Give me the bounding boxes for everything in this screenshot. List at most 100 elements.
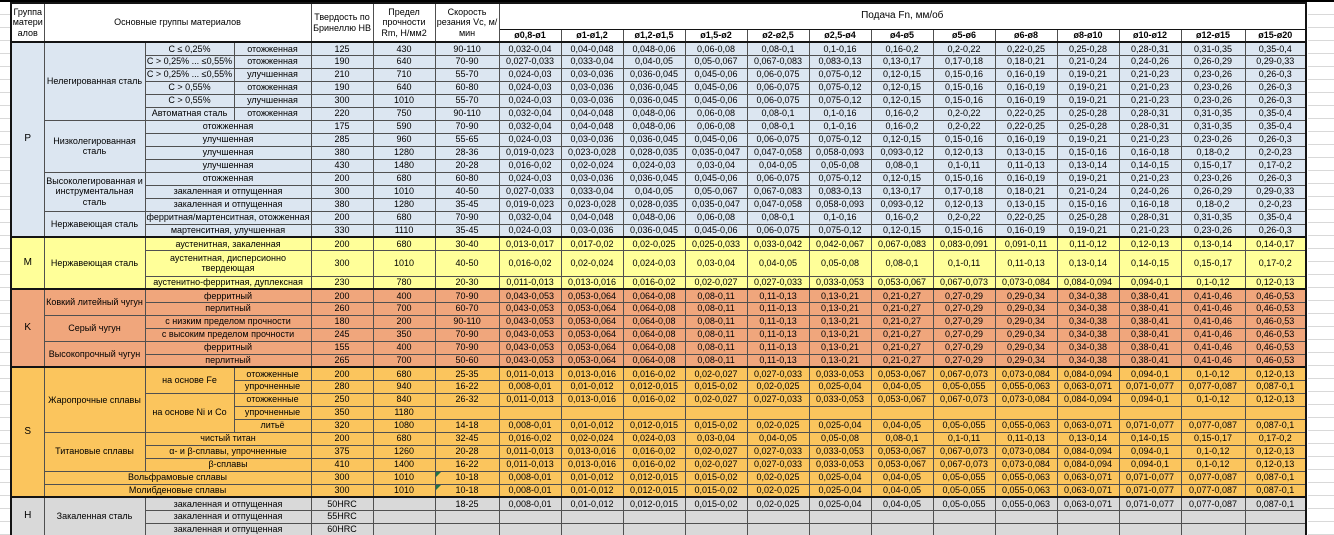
strength-cell[interactable]: 1010 — [372, 249, 436, 277]
feed-cell[interactable] — [932, 405, 996, 420]
feed-cell[interactable] — [1244, 405, 1307, 420]
feed-cell[interactable]: 0,03-0,036 — [560, 171, 624, 186]
feed-cell[interactable]: 0,015-0,02 — [684, 483, 748, 498]
feed-cell[interactable]: 0,38-0,41 — [1118, 301, 1182, 316]
feed-cell[interactable]: 0,05-0,08 — [808, 249, 872, 277]
feed-cell[interactable]: 0,055-0,063 — [994, 418, 1058, 433]
feed-cell[interactable]: 0,04-0,05 — [870, 496, 934, 511]
feed-cell[interactable]: 0,033-0,053 — [808, 366, 872, 381]
hardness-cell[interactable]: 200 — [310, 210, 374, 225]
feed-cell[interactable]: 0,41-0,46 — [1180, 288, 1246, 303]
feed-cell[interactable] — [1118, 522, 1182, 535]
feed-cell[interactable]: 0,032-0,04 — [498, 210, 562, 225]
speed-cell[interactable]: 55-70 — [434, 67, 500, 82]
strength-cell[interactable] — [372, 496, 436, 511]
feed-cell[interactable]: 0,04-0,048 — [560, 106, 624, 121]
feed-cell[interactable]: 0,027-0,033 — [746, 366, 810, 381]
feed-cell[interactable]: 0,27-0,29 — [932, 314, 996, 329]
feed-cell[interactable]: 0,071-0,077 — [1118, 496, 1182, 511]
feed-cell[interactable]: 0,04-0,05 — [870, 470, 934, 485]
feed-cell[interactable]: 0,053-0,064 — [560, 314, 624, 329]
feed-cell[interactable]: 0,063-0,071 — [1056, 418, 1120, 433]
feed-cell[interactable]: 0,16-0,2 — [870, 119, 934, 134]
feed-cell[interactable]: 0,08-0,1 — [746, 106, 810, 121]
speed-cell[interactable]: 70-90 — [434, 54, 500, 69]
feed-cell[interactable]: 0,03-0,04 — [684, 158, 748, 173]
feed-cell[interactable]: 0,13-0,21 — [808, 340, 872, 355]
feed-cell[interactable]: 0,06-0,075 — [746, 93, 810, 108]
feed-cell[interactable]: 0,011-0,013 — [498, 457, 562, 472]
feed-cell[interactable]: 0,012-0,015 — [622, 496, 686, 511]
feed-cell[interactable]: 0,027-0,033 — [746, 392, 810, 407]
feed-cell[interactable]: 0,27-0,29 — [932, 288, 996, 303]
material-cell[interactable]: закаленная и отпущенная — [144, 522, 312, 535]
feed-cell[interactable] — [1180, 405, 1246, 420]
feed-cell[interactable]: 0,27-0,29 — [932, 353, 996, 368]
feed-cell[interactable]: 0,21-0,24 — [1056, 54, 1120, 69]
feed-cell[interactable]: 0,036-0,045 — [622, 223, 686, 238]
strength-cell[interactable]: 1010 — [372, 483, 436, 498]
feed-cell[interactable]: 0,12-0,13 — [1244, 392, 1307, 407]
feed-cell[interactable]: 0,024-0,03 — [498, 67, 562, 82]
feed-cell[interactable]: 0,35-0,4 — [1244, 210, 1307, 225]
feed-cell[interactable]: 0,16-0,2 — [870, 41, 934, 56]
feed-cell[interactable] — [870, 509, 934, 524]
group-letter-cell[interactable]: S — [10, 366, 45, 498]
material-cell[interactable]: отожженные — [233, 392, 312, 407]
feed-cell[interactable]: 0,15-0,16 — [1056, 145, 1120, 160]
feed-cell[interactable]: 0,071-0,077 — [1118, 379, 1182, 394]
feed-cell[interactable]: 0,13-0,21 — [808, 353, 872, 368]
feed-cell[interactable]: 0,011-0,013 — [498, 392, 562, 407]
material-cell[interactable]: улучшенная — [233, 93, 312, 108]
speed-cell[interactable]: 90-110 — [434, 106, 500, 121]
feed-cell[interactable]: 0,26-0,29 — [1180, 184, 1246, 199]
feed-cell[interactable]: 0,28-0,31 — [1118, 41, 1182, 56]
speed-cell[interactable]: 14-18 — [434, 418, 500, 433]
material-cell[interactable]: ферритный — [144, 288, 312, 303]
feed-cell[interactable]: 0,19-0,21 — [1056, 223, 1120, 238]
feed-cell[interactable]: 0,1-0,11 — [932, 249, 996, 277]
speed-cell[interactable] — [434, 405, 500, 420]
feed-cell[interactable]: 0,14-0,15 — [1118, 249, 1182, 277]
feed-cell[interactable]: 0,075-0,12 — [808, 67, 872, 82]
feed-cell[interactable]: 0,067-0,083 — [746, 54, 810, 69]
feed-cell[interactable]: 0,41-0,46 — [1180, 301, 1246, 316]
feed-cell[interactable]: 0,21-0,23 — [1118, 171, 1182, 186]
feed-cell[interactable]: 0,08-0,11 — [684, 340, 748, 355]
speed-cell[interactable]: 90-110 — [434, 41, 500, 56]
strength-cell[interactable]: 700 — [372, 301, 436, 316]
feed-cell[interactable]: 0,06-0,08 — [684, 119, 748, 134]
feed-cell[interactable]: 0,015-0,02 — [684, 470, 748, 485]
feed-cell[interactable]: 0,053-0,067 — [870, 457, 934, 472]
feed-cell[interactable]: 0,34-0,38 — [1056, 327, 1120, 342]
feed-cell[interactable]: 0,025-0,04 — [808, 470, 872, 485]
feed-cell[interactable]: 0,03-0,04 — [684, 249, 748, 277]
feed-cell[interactable]: 0,2-0,22 — [932, 119, 996, 134]
feed-cell[interactable] — [560, 509, 624, 524]
speed-cell[interactable]: 40-50 — [434, 249, 500, 277]
feed-cell[interactable]: 0,084-0,094 — [1056, 457, 1120, 472]
strength-cell[interactable]: 750 — [372, 106, 436, 121]
feed-cell[interactable]: 0,21-0,27 — [870, 288, 934, 303]
feed-cell[interactable]: 0,016-0,02 — [498, 158, 562, 173]
hardness-cell[interactable]: 230 — [310, 275, 374, 290]
feed-cell[interactable]: 0,29-0,34 — [994, 327, 1058, 342]
speed-cell[interactable]: 30-40 — [434, 236, 500, 251]
feed-diameter-header[interactable]: ø0,8-ø1 — [498, 28, 562, 43]
feed-cell[interactable]: 0,05-0,08 — [808, 431, 872, 446]
feed-cell[interactable]: 0,15-0,16 — [932, 93, 996, 108]
feed-cell[interactable]: 0,04-0,05 — [746, 158, 810, 173]
strength-cell[interactable]: 700 — [372, 353, 436, 368]
feed-cell[interactable]: 0,38-0,41 — [1118, 353, 1182, 368]
feed-cell[interactable]: 0,24-0,26 — [1118, 184, 1182, 199]
feed-cell[interactable]: 0,08-0,1 — [746, 210, 810, 225]
speed-cell[interactable] — [434, 509, 500, 524]
feed-cell[interactable]: 0,11-0,13 — [746, 314, 810, 329]
feed-cell[interactable]: 0,03-0,036 — [560, 132, 624, 147]
feed-cell[interactable]: 0,087-0,1 — [1244, 418, 1307, 433]
feed-cell[interactable]: 0,19-0,21 — [1056, 132, 1120, 147]
hardness-cell[interactable]: 300 — [310, 184, 374, 199]
feed-diameter-header[interactable]: ø2-ø2,5 — [746, 28, 810, 43]
hardness-cell[interactable]: 155 — [310, 340, 374, 355]
feed-cell[interactable]: 0,16-0,18 — [1118, 145, 1182, 160]
